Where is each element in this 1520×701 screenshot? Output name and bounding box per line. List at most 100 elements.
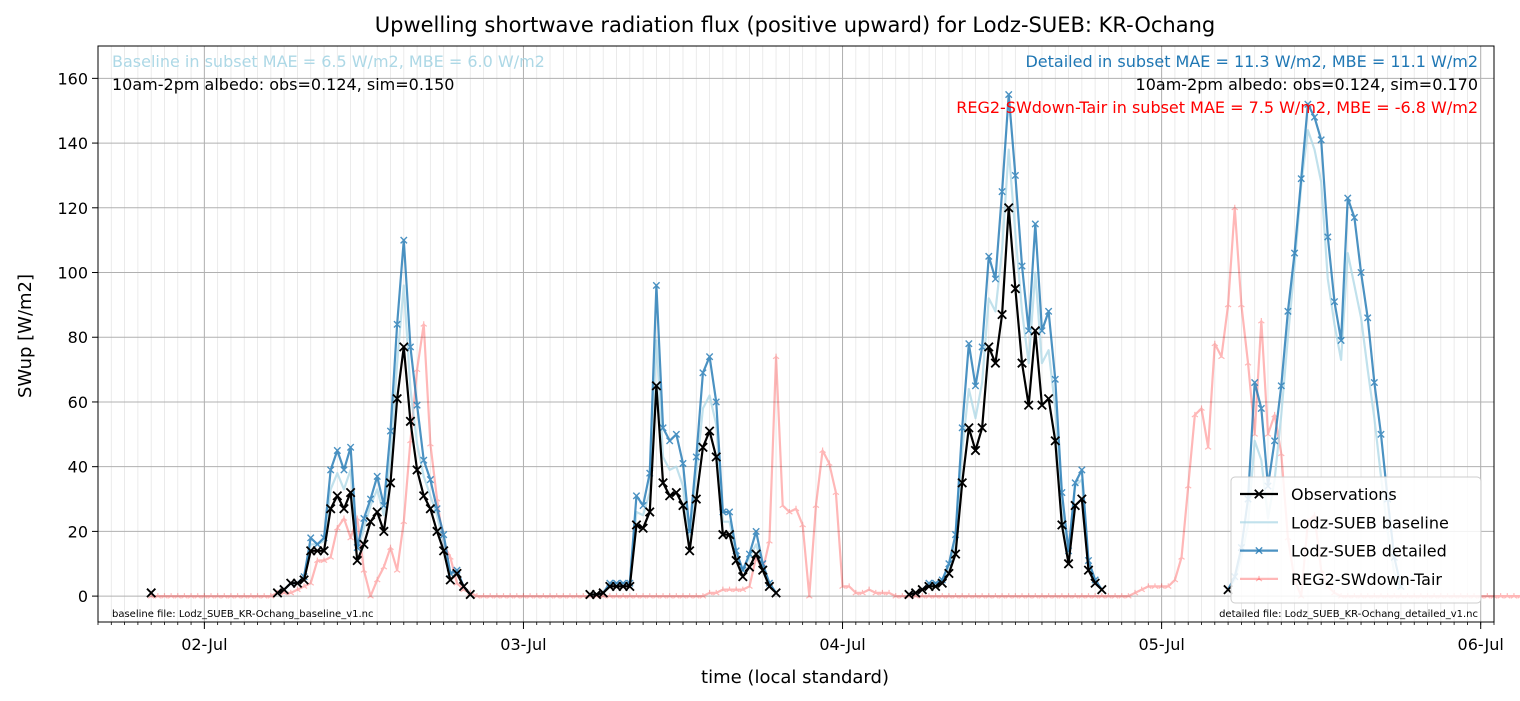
data-point [751,549,761,559]
data-point [1144,583,1152,589]
data-point [432,526,442,537]
data-point [365,516,376,527]
data-point [972,593,979,599]
data-point [546,593,554,599]
annotation-detailed-stats: Detailed in subset MAE = 11.3 W/m2, MBE … [1025,52,1478,71]
data-point [500,593,507,599]
data-point [1023,400,1034,411]
data-point [1517,593,1520,599]
data-point [998,187,1006,196]
data-point [413,366,421,373]
data-point [930,581,941,592]
data-point [1370,378,1379,387]
data-point [332,490,343,501]
data-point [1017,358,1027,368]
data-point [792,505,800,512]
data-point [1364,314,1372,322]
data-point [307,580,315,586]
data-point [672,430,681,439]
data-point [684,545,695,556]
data-point [879,589,886,596]
data-point [506,593,514,599]
data-point [1125,593,1132,599]
data-point [1277,382,1285,390]
data-point [671,487,682,498]
data-point [699,593,707,599]
data-point [387,544,394,551]
data-point [346,443,355,451]
data-point [400,518,408,525]
data-point [1377,430,1385,439]
plot-frame [97,45,1495,623]
annotation-baseline-albedo: 10am-2pm albedo: obs=0.124, sim=0.150 [112,75,454,94]
data-point [859,589,866,596]
data-point [458,581,469,592]
data-point [1051,593,1059,599]
data-point [1198,405,1205,412]
data-point [559,593,567,599]
annotation-reg2-stats: REG2-SWdown-Tair in subset MAE = 7.5 W/m… [956,98,1478,117]
data-point [719,586,727,593]
data-point [805,593,813,599]
y-tick-label: 120 [57,199,88,218]
data-point [1011,171,1020,180]
data-point [333,525,341,531]
data-point [606,593,614,599]
data-point [726,586,733,593]
y-tick-label: 60 [68,393,88,412]
data-point [950,549,961,559]
data-point [1025,593,1033,599]
data-point [1211,340,1219,347]
data-point [326,466,335,474]
annotation-detailed-albedo: 10am-2pm albedo: obs=0.124, sim=0.170 [1136,75,1478,94]
data-point [1264,431,1272,437]
data-point [1018,593,1026,599]
data-point [964,423,974,433]
data-point [731,555,742,566]
data-point [1083,565,1094,576]
y-axis-label: SWup [W/m2] [15,274,36,398]
data-point [978,343,986,351]
data-point [1044,307,1053,316]
data-point [1071,593,1079,599]
data-point [686,593,693,599]
data-point [932,593,939,599]
data-point [1043,393,1054,404]
data-point [757,565,768,576]
data-point [325,503,336,514]
data-point [1091,593,1099,599]
data-point [839,583,846,589]
data-point [1096,584,1107,595]
data-point [1191,411,1199,418]
data-point [146,588,157,598]
data-point [1297,174,1305,183]
data-point [1304,100,1312,108]
data-point [380,501,388,510]
data-point [1005,90,1013,99]
data-point [1077,494,1087,504]
data-point [1085,593,1092,599]
data-point [1337,336,1345,345]
data-point [613,593,620,599]
legend-item: Observations [1240,485,1397,504]
data-point [626,593,634,599]
data-point [706,589,713,596]
data-point [698,442,708,453]
data-point [712,398,720,406]
data-point [573,593,580,599]
y-axis: 0 20 40 60 80 100 120 140 160 [57,69,98,606]
data-point [985,593,993,599]
data-point [439,530,448,539]
data-point [786,508,793,515]
data-point [267,593,275,599]
data-point [745,550,754,558]
data-point [367,593,374,599]
data-point [314,557,321,564]
y-tick-label: 20 [68,522,88,541]
data-point [260,593,268,599]
data-point [386,427,395,435]
data-point [664,490,675,501]
data-point [692,593,700,599]
x-axis-label: time (local standard) [701,667,889,688]
data-point [1238,301,1245,308]
